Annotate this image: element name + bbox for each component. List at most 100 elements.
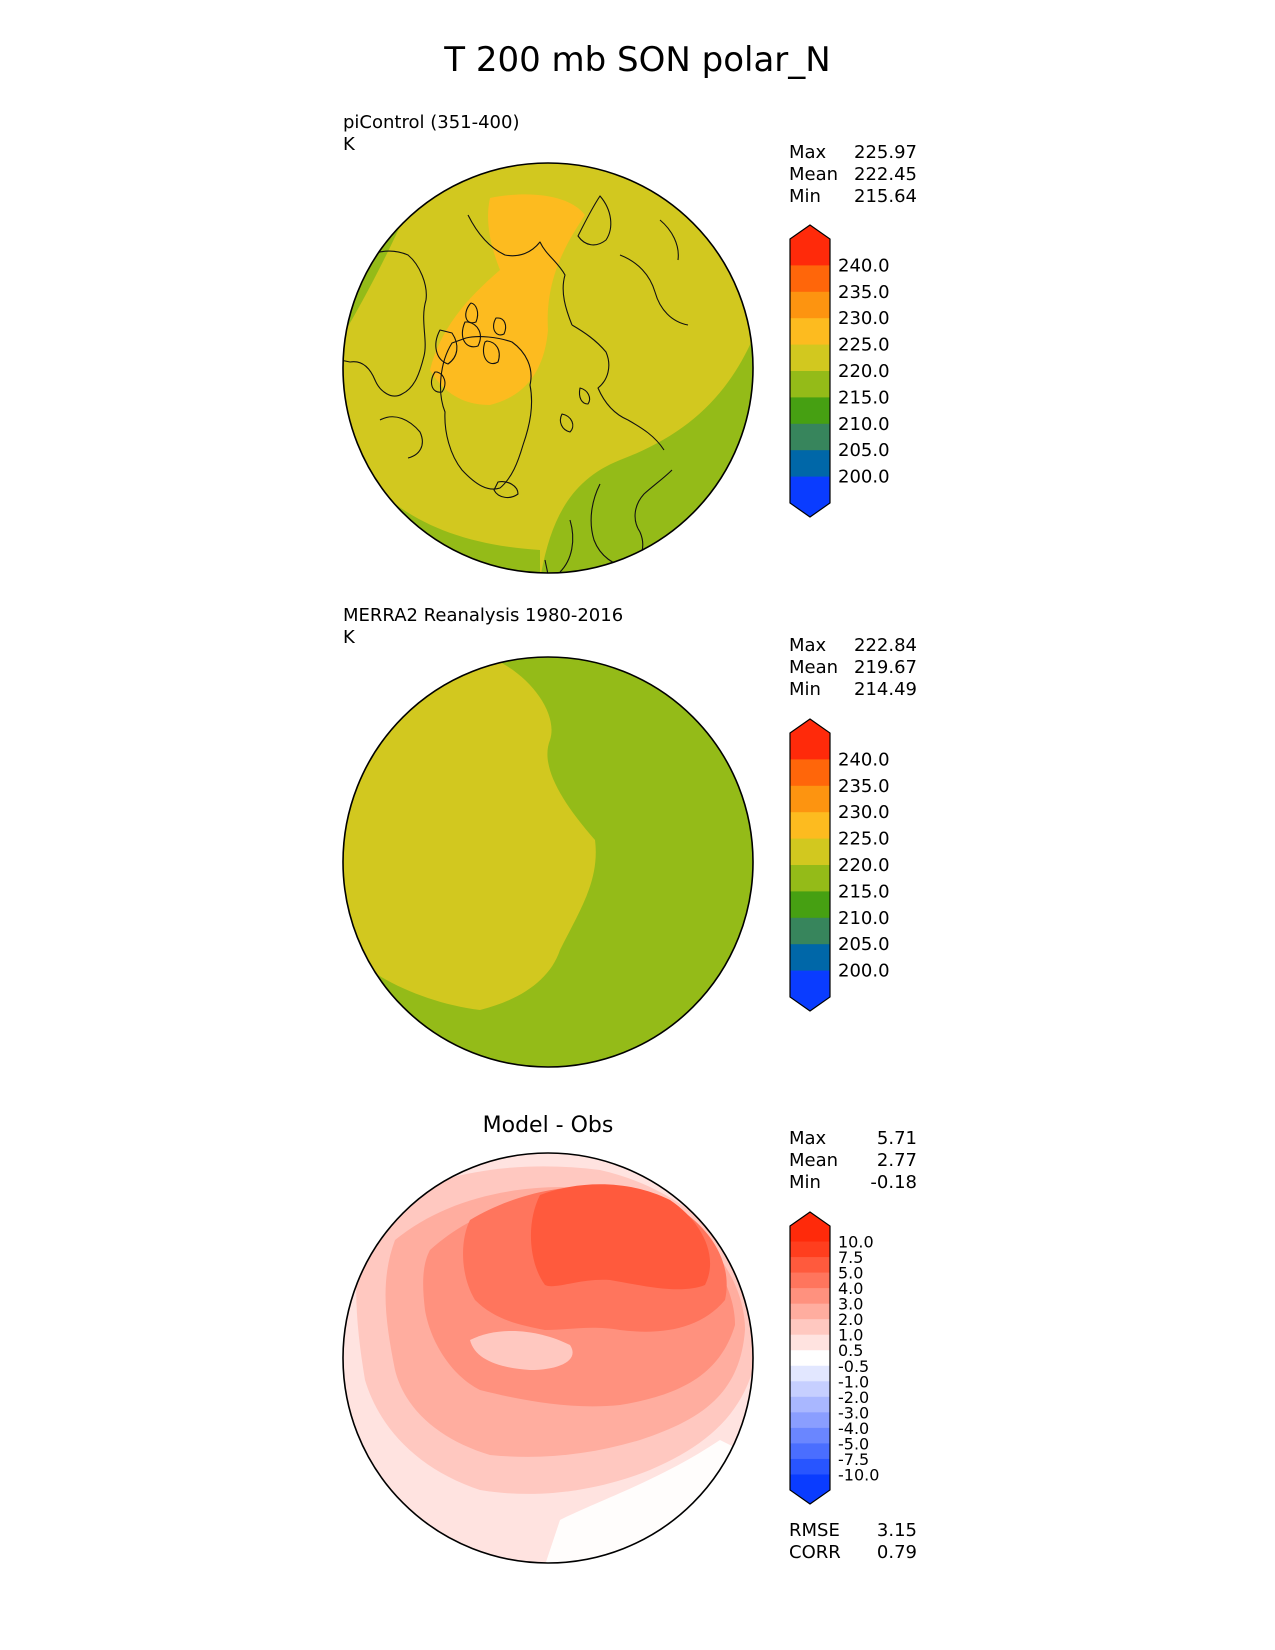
colorbar-segment [790, 733, 830, 760]
map-panel-2: 200.0 205.0 210.0 215.0 220.0 225.0 230.0 235.0… [342, 656, 890, 1068]
colorbar-tick-label: 235.0 [838, 776, 890, 797]
colorbar-outline [789, 718, 831, 1012]
coastline [493, 317, 507, 336]
metric-corr: CORR 0.79 [789, 1542, 917, 1563]
colorbar-2: 200.0 205.0 210.0 215.0 220.0 225.0 230.0 235.0… [789, 718, 890, 1012]
colorbar-segment [790, 891, 830, 919]
colorbar-extend-max [790, 1212, 830, 1226]
colorbar-segment [790, 397, 830, 425]
colorbar-segment [790, 1458, 830, 1476]
colorbar-3: -10.0-7.5-5.0-4.0-3.0-2.0-1.0-0.50.51.02… [789, 1211, 879, 1505]
colorbar-tick-label: 240.0 [838, 749, 890, 770]
panel-1-units: K [343, 134, 355, 155]
field-band [530, 1184, 711, 1290]
colorbar-tick-label: 210.0 [838, 414, 890, 435]
colorbar-segment [790, 1427, 830, 1445]
colorbar-segment [790, 239, 830, 266]
coastline [559, 413, 574, 433]
field-band [343, 657, 596, 1010]
colorbar-segment [790, 291, 830, 319]
colorbar-tick-label: 4.0 [838, 1279, 863, 1298]
colorbar-segment [790, 917, 830, 945]
colorbar-tick-label: 220.0 [838, 855, 890, 876]
panel-2-stats: Max 222.84 Mean 219.67 Min 214.49 [789, 635, 917, 701]
map-boundary [342, 656, 754, 1068]
colorbar-extend-max [790, 225, 830, 239]
panel-2-units: K [343, 627, 355, 648]
map-boundary [342, 162, 754, 574]
colorbar-tick-label: -5.0 [838, 1434, 869, 1453]
coastline [461, 321, 481, 348]
panel-1-title: piControl (351-400) [343, 112, 520, 133]
colorbar-segment [790, 838, 830, 866]
colorbar-tick-label: -7.5 [838, 1450, 869, 1469]
figure-title: T 200 mb SON polar_N [444, 40, 831, 80]
panel-1-stats: Max 225.97 Mean 222.45 Min 215.64 [789, 142, 917, 208]
colorbar-segment [790, 785, 830, 813]
colorbar-tick-label: -10.0 [838, 1466, 879, 1485]
colorbar-tick-label: 235.0 [838, 282, 890, 303]
coastline [430, 371, 446, 393]
colorbar-outline [789, 224, 831, 518]
colorbar-extend-min [790, 503, 830, 517]
colorbar-tick-label: -4.0 [838, 1419, 869, 1438]
panel-2-title: MERRA2 Reanalysis 1980-2016 [343, 605, 624, 626]
colorbar-segment [790, 1334, 830, 1351]
colorbar-tick-label: 230.0 [838, 308, 890, 329]
colorbar-tick-label: 200.0 [838, 467, 890, 488]
map-boundary [342, 1152, 754, 1564]
stat-min: Min 215.64 [789, 186, 917, 207]
colorbar-segment [790, 1272, 830, 1289]
colorbar-outline [789, 1211, 831, 1505]
field-band [470, 1330, 573, 1370]
colorbar-segment [790, 1288, 830, 1305]
coastline [578, 387, 591, 405]
colorbar-segment [790, 476, 830, 504]
colorbar-segment [790, 344, 830, 372]
colorbar-tick-label: 220.0 [838, 361, 890, 382]
coastline [467, 214, 573, 326]
panel-3-metrics: RMSE 3.15 CORR 0.79 [789, 1520, 917, 1564]
colorbar-segment [790, 970, 830, 998]
colorbar-segment [790, 1303, 830, 1320]
colorbar-tick-label: 3.0 [838, 1295, 863, 1314]
colorbar-tick-label: 215.0 [838, 881, 890, 902]
colorbar-extend-min [790, 997, 830, 1011]
coastline [559, 519, 574, 573]
coastline [577, 195, 612, 246]
colorbar-extend-max [790, 719, 830, 733]
colorbar-segment [790, 1257, 830, 1274]
colorbar-segment [790, 865, 830, 892]
coastline [435, 329, 458, 365]
colorbar-segment [790, 1365, 830, 1382]
colorbar-segment [790, 759, 830, 787]
colorbar-tick-label: -0.5 [838, 1357, 869, 1376]
coastline [440, 336, 533, 490]
colorbar-extend-min [790, 1490, 830, 1504]
colorbar-tick-label: 240.0 [838, 255, 890, 276]
stat-min: Min -0.18 [789, 1172, 917, 1193]
colorbar-tick-label: 225.0 [838, 335, 890, 356]
colorbar-tick-label: 2.0 [838, 1310, 863, 1329]
metric-rmse: RMSE 3.15 [789, 1520, 917, 1541]
colorbar-segment [790, 1319, 830, 1336]
stat-min: Min 214.49 [789, 679, 917, 700]
colorbar-1: 200.0 205.0 210.0 215.0 220.0 225.0 230.0 235.0… [789, 224, 890, 518]
coastline [493, 481, 519, 499]
colorbar-segment [790, 1241, 830, 1258]
coastline [571, 324, 665, 451]
stat-max: Max 222.84 [789, 635, 917, 656]
colorbar-segment [790, 371, 830, 398]
colorbar-tick-label: 205.0 [838, 440, 890, 461]
stat-max: Max 225.97 [789, 142, 917, 163]
colorbar-tick-label: -2.0 [838, 1388, 869, 1407]
panel-3-title: Model - Obs [482, 1113, 614, 1138]
colorbar-tick-label: 200.0 [838, 961, 890, 982]
map-panel-1: 200.0 205.0 210.0 215.0 220.0 225.0 230.0 235.0… [342, 162, 890, 574]
colorbar-segment [790, 450, 830, 478]
field-band [430, 194, 585, 405]
colorbar-tick-label: 215.0 [838, 387, 890, 408]
coastline [544, 559, 552, 573]
colorbar-tick-label: -3.0 [838, 1403, 869, 1422]
